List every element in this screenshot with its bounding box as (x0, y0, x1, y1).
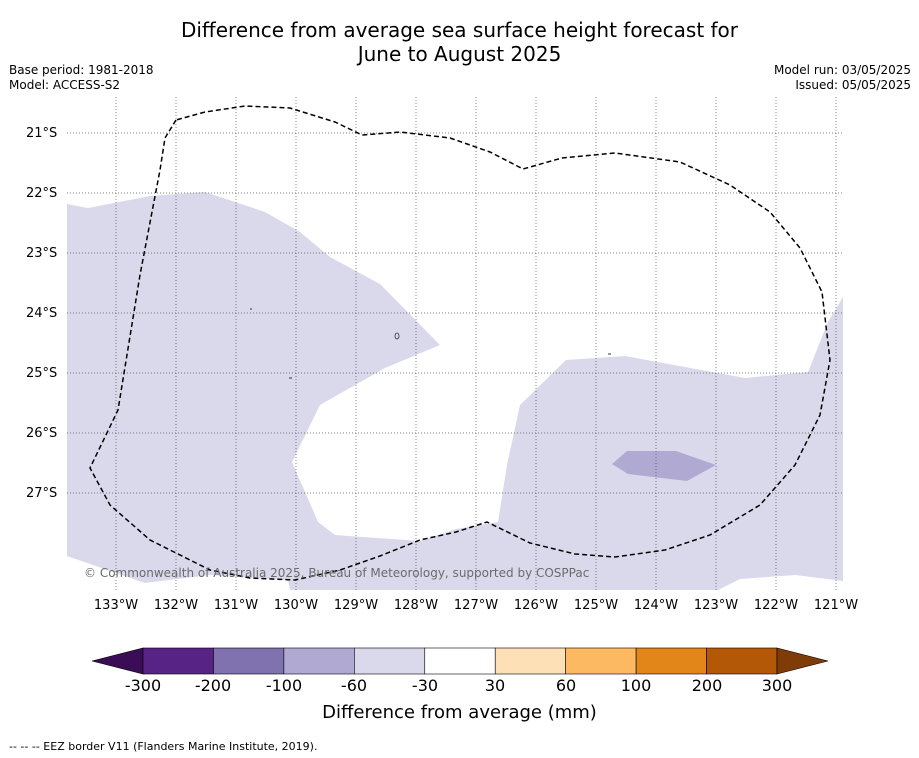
eez-border (89, 105, 831, 581)
lon-label: 130°W (273, 598, 319, 613)
lat-label: 21°S (26, 126, 58, 141)
issued-text: Issued: 05/05/2025 (795, 78, 911, 92)
colorbar-tick-label: 300 (761, 676, 793, 695)
lat-label: 25°S (26, 366, 58, 381)
colorbar-tick-label: 60 (555, 676, 577, 695)
meta-right: Model run: 03/05/2025 Issued: 05/05/2025 (774, 63, 911, 93)
lon-label: 123°W (693, 598, 739, 613)
lon-label: 126°W (513, 598, 559, 613)
colorbar-title: Difference from average (mm) (322, 702, 597, 723)
lat-label: 24°S (26, 306, 58, 321)
model-text: Model: ACCESS-S2 (9, 78, 121, 92)
meta-left: Base period: 1981-2018 Model: ACCESS-S2 (9, 63, 154, 93)
colorbar-tick-label: -200 (194, 676, 232, 695)
lat-label: 22°S (26, 186, 58, 201)
lat-label: 23°S (26, 246, 58, 261)
colorbar-tick-label: -300 (124, 676, 162, 695)
gridlines (67, 97, 843, 590)
lon-label: 124°W (633, 598, 679, 613)
lon-label: 132°W (153, 598, 199, 613)
lon-label: 128°W (393, 598, 439, 613)
model-run-text: Model run: 03/05/2025 (773, 63, 911, 77)
colorbar-tick-label: 100 (620, 676, 652, 695)
map-plot-area (67, 192, 843, 590)
lon-label: 129°W (333, 598, 379, 613)
lon-label: 122°W (753, 598, 799, 613)
colorbar-tick-label: -60 (340, 676, 368, 695)
base-period-text: Base period: 1981-2018 (9, 63, 154, 77)
lon-label: 121°W (813, 598, 859, 613)
anomaly-region-medium (612, 451, 716, 481)
eez-footnote: -- -- -- EEZ border V11 (Flanders Marine… (9, 740, 318, 753)
lon-label: 133°W (93, 598, 139, 613)
map-title: Difference from average sea surface heig… (0, 18, 919, 66)
contour-speck (394, 332, 400, 340)
anomaly-region-light (67, 192, 843, 590)
lat-label: 26°S (26, 426, 58, 441)
colorbar-tick-label: 200 (691, 676, 723, 695)
copyright-text: © Commonwealth of Australia 2025, Bureau… (84, 566, 590, 580)
colorbar-tick-label: -30 (411, 676, 439, 695)
lon-label: 127°W (453, 598, 499, 613)
map-title-line1: Difference from average sea surface heig… (180, 18, 739, 42)
colorbar-tick-label: 30 (484, 676, 506, 695)
lon-label: 131°W (213, 598, 259, 613)
colorbar-tick-label: -100 (265, 676, 303, 695)
map-title-line2: June to August 2025 (357, 42, 562, 66)
lat-label: 27°S (26, 486, 58, 501)
lon-label: 125°W (573, 598, 619, 613)
